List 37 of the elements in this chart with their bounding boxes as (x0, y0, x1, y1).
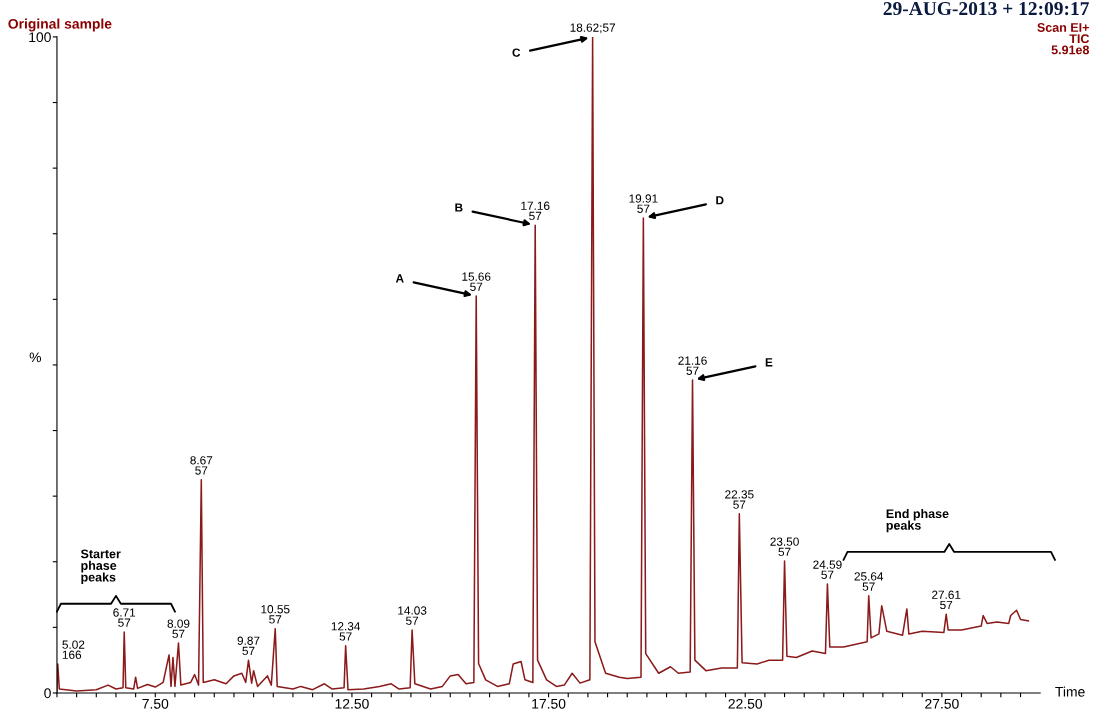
annotation: 14.03 57 (398, 606, 427, 625)
annotation: 9.87 57 (237, 636, 260, 656)
annotation: 19.91 57 (629, 194, 658, 213)
annotation: 25.64 57 (854, 572, 884, 591)
text: 29-AUG-2013 + 12:09:17 (883, 1, 1089, 16)
annotation: Scan EI+ TIC 5.91e8 (1037, 23, 1090, 55)
annotation: A (395, 274, 404, 283)
x-tick-label: 27.50 (925, 698, 959, 709)
x-tick-label: 22.50 (728, 698, 763, 709)
x-tick-label: 17.50 (532, 698, 566, 709)
annotation: E (765, 358, 773, 367)
annotation: 12.34 57 (331, 622, 361, 641)
annotation: 17.16 57 (521, 201, 550, 221)
annotation: 22.35 57 (725, 490, 754, 509)
annotation: 21.16 57 (678, 356, 707, 375)
chart-title: Original sample (8, 18, 112, 32)
annotation: 10.55 57 (261, 605, 290, 624)
annotation: D (716, 196, 724, 205)
annotation: 18.62;57 (570, 23, 616, 34)
annotation: 24.59 57 (813, 560, 842, 579)
annotation: C (512, 48, 521, 57)
y-tick-label: 100 (29, 32, 51, 43)
annotation: Starter phase peaks (80, 549, 121, 585)
annotation: 27.61 57 (932, 590, 961, 610)
annotation: 6.71 57 (113, 608, 136, 627)
annotation: 15.66 57 (462, 272, 491, 291)
x-tick-label: 7.50 (142, 698, 169, 709)
annotation: B (455, 203, 463, 212)
x-axis-title: Time (1055, 686, 1085, 697)
y-axis-title: % (29, 352, 42, 363)
y-tick-label: 0 (44, 688, 51, 699)
annotation: 5.02 166 (62, 640, 85, 659)
x-tick-label: 12.50 (335, 698, 369, 709)
annotation: 8.09 57 (167, 619, 190, 638)
annotation: 8.67 57 (190, 456, 213, 475)
annotation: End phase peaks (886, 508, 949, 533)
annotation: 23.50 57 (770, 537, 799, 556)
